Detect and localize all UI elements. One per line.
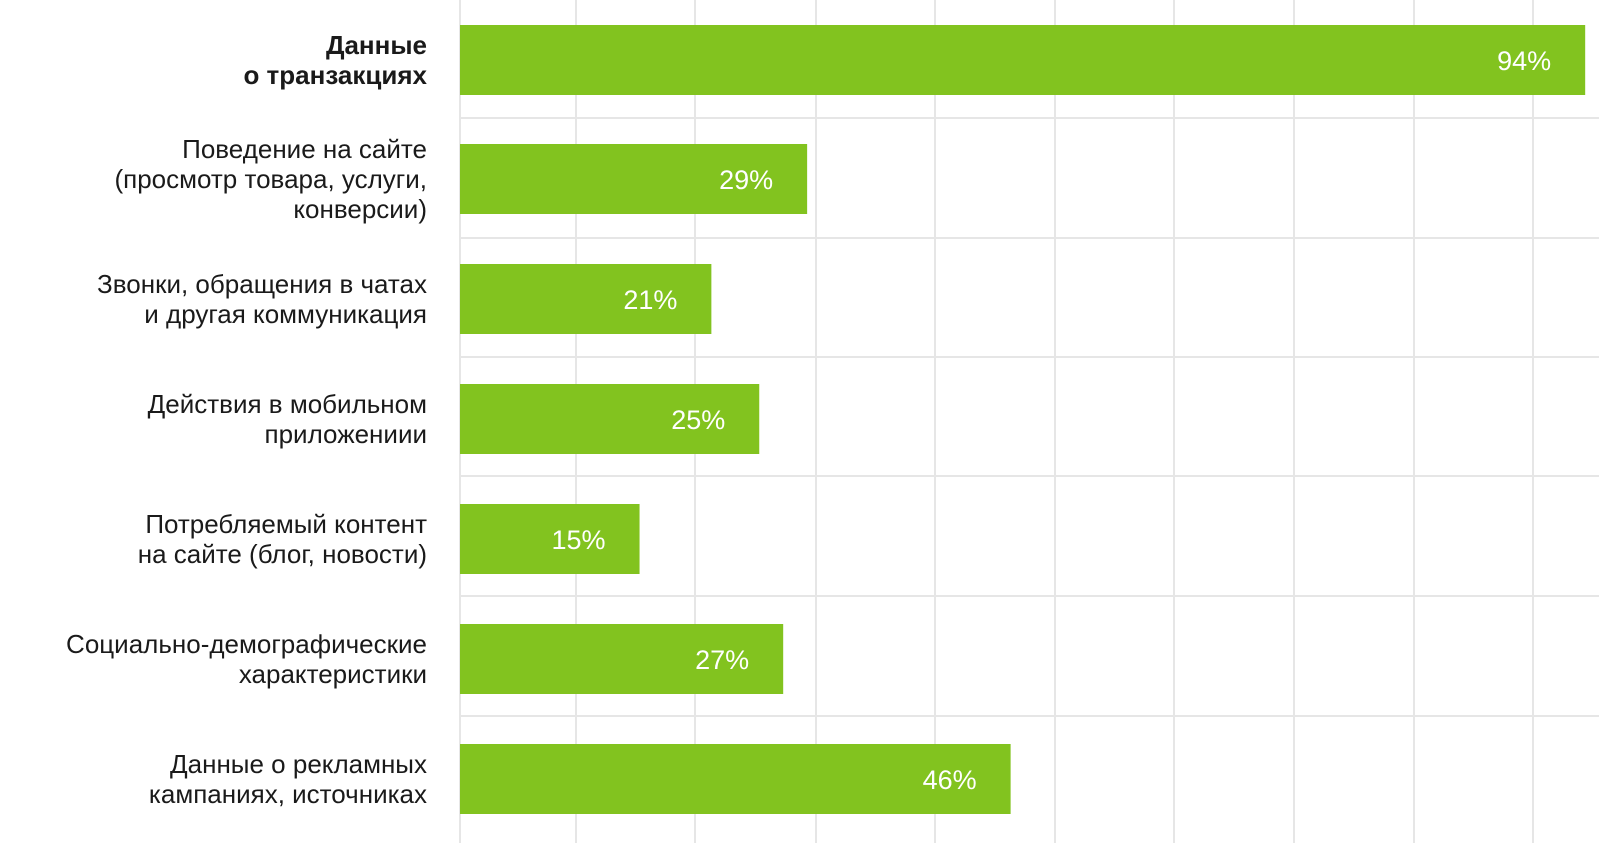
category-label-line: Данные о рекламных (170, 749, 427, 779)
category-label-line: о транзакциях (243, 60, 427, 90)
bar (460, 504, 640, 574)
category-label-line: Социально-демографические (66, 629, 427, 659)
category-label-line: на сайте (блог, новости) (138, 539, 427, 569)
bar-value-label: 15% (552, 525, 606, 555)
bar-value-label: 94% (1497, 46, 1551, 76)
category-label-line: характеристики (239, 659, 427, 689)
grid (459, 0, 1599, 843)
category-labels: Данные о транзакциях Поведение на сайте (пр… (66, 30, 427, 809)
bar (460, 25, 1586, 95)
bar (460, 744, 1011, 814)
category-label-line: Данные (326, 30, 427, 60)
bar (460, 384, 760, 454)
category-label-line: приложениии (265, 419, 427, 449)
bar-value-label: 27% (695, 645, 749, 675)
category-label: Социально-демографические характеристики (66, 629, 427, 689)
bar (460, 624, 784, 694)
category-label-line: Звонки, обращения в чатах (97, 269, 427, 299)
category-label-line: Поведение на сайте (182, 134, 427, 164)
category-label: Действия в мобильном приложениии (148, 389, 427, 449)
category-label: Поведение на сайте (просмотр товара, услу… (114, 134, 427, 224)
bar (460, 144, 808, 214)
category-label-line: Действия в мобильном (148, 389, 427, 419)
category-label-line: (просмотр товара, услуги, (114, 164, 427, 194)
category-label-line: кампаниях, источниках (149, 779, 427, 809)
category-label: Данные о транзакциях (243, 30, 427, 90)
category-label-line: Потребляемый контент (145, 509, 427, 539)
category-label-line: и другая коммуникация (144, 299, 427, 329)
bar-value-label: 29% (719, 165, 773, 195)
category-label: Звонки, обращения в чатах и другая коммун… (97, 269, 427, 329)
bar-value-label: 21% (623, 285, 677, 315)
bar-value-label: 46% (923, 765, 977, 795)
bar (460, 264, 712, 334)
category-label: Данные о рекламных кампаниях, источниках (149, 749, 427, 809)
bars: 94% 29% 21% 25% 15% 27% 46% (460, 25, 1586, 814)
category-label-line: конверсии) (293, 194, 427, 224)
bar-value-label: 25% (671, 405, 725, 435)
category-label: Потребляемый контент на сайте (блог, ново… (138, 509, 427, 569)
